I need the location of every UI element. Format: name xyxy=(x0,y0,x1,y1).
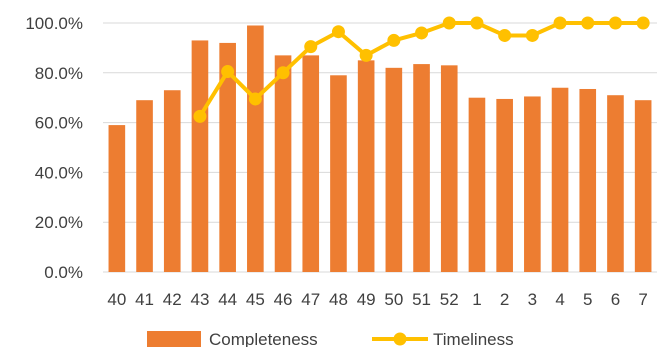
timeliness-point xyxy=(387,33,401,47)
timeliness-point xyxy=(470,16,484,30)
x-tick-label: 44 xyxy=(218,290,237,309)
gridlines xyxy=(103,22,657,273)
x-tick-label: 43 xyxy=(190,290,209,309)
timeliness-point xyxy=(193,109,207,123)
timeliness-point xyxy=(248,92,262,106)
timeliness-point xyxy=(553,16,567,30)
legend-swatch-timeliness-marker xyxy=(393,332,407,346)
x-tick-label: 5 xyxy=(583,290,592,309)
bar-completeness xyxy=(274,55,292,273)
completeness-bars xyxy=(108,25,652,273)
legend-swatch-completeness xyxy=(147,331,201,347)
x-axis-tick-labels: 40 41 42 43 44 45 46 47 48 49 50 51 52 1 2 3 4 5 6 7 xyxy=(107,290,647,309)
bar-completeness xyxy=(524,96,541,272)
x-tick-label: 50 xyxy=(384,290,403,309)
bar-completeness xyxy=(191,40,209,273)
x-tick-label: 46 xyxy=(274,290,293,309)
timeliness-point xyxy=(331,25,345,39)
bar-completeness xyxy=(607,95,624,273)
bar-completeness xyxy=(108,125,126,272)
x-tick-label: 7 xyxy=(638,290,647,309)
x-tick-label: 51 xyxy=(412,290,431,309)
timeliness-point xyxy=(498,28,512,42)
bar-completeness xyxy=(330,75,347,272)
bar-completeness xyxy=(219,42,236,272)
x-tick-label: 40 xyxy=(107,290,126,309)
legend-label-completeness: Completeness xyxy=(209,330,318,347)
timeliness-point xyxy=(525,28,539,42)
y-tick-label: 0.0% xyxy=(44,263,83,282)
x-tick-label: 6 xyxy=(611,290,620,309)
y-axis-tick-labels: 0.0% 20.0% 40.0% 60.0% 80.0% 100.0% xyxy=(25,14,83,282)
bar-completeness xyxy=(136,100,153,272)
y-tick-label: 80.0% xyxy=(35,64,83,83)
bar-completeness xyxy=(163,90,181,272)
bar-completeness xyxy=(247,25,264,272)
bar-completeness xyxy=(385,67,403,272)
timeliness-line xyxy=(193,16,650,123)
bar-completeness xyxy=(302,55,320,273)
timeliness-point xyxy=(304,40,318,54)
legend-label-timeliness: Timeliness xyxy=(433,330,514,347)
x-tick-label: 47 xyxy=(301,290,320,309)
bar-completeness xyxy=(496,98,513,272)
bar-completeness xyxy=(357,60,375,272)
x-tick-label: 49 xyxy=(357,290,376,309)
x-tick-label: 41 xyxy=(135,290,154,309)
timeliness-point xyxy=(581,16,595,30)
timeliness-point xyxy=(636,16,650,30)
x-tick-label: 2 xyxy=(500,290,509,309)
timeliness-point xyxy=(415,26,429,40)
x-tick-label: 45 xyxy=(246,290,265,309)
timeliness-point xyxy=(276,66,290,80)
x-tick-label: 3 xyxy=(528,290,537,309)
x-tick-label: 48 xyxy=(329,290,348,309)
legend: Completeness Timeliness xyxy=(147,330,514,347)
bar-completeness xyxy=(440,65,458,272)
timeliness-point xyxy=(221,65,235,79)
y-tick-label: 60.0% xyxy=(35,114,83,133)
x-tick-label: 1 xyxy=(472,290,481,309)
x-tick-label: 4 xyxy=(555,290,564,309)
x-tick-label: 42 xyxy=(163,290,182,309)
bar-completeness xyxy=(579,88,597,272)
bar-completeness xyxy=(551,87,569,273)
y-tick-label: 40.0% xyxy=(35,163,83,182)
bar-completeness xyxy=(468,97,486,272)
bar-completeness xyxy=(413,64,430,273)
y-tick-label: 100.0% xyxy=(25,14,83,33)
x-tick-label: 52 xyxy=(440,290,459,309)
y-tick-label: 20.0% xyxy=(35,213,83,232)
timeliness-point xyxy=(359,48,373,62)
timeliness-point xyxy=(442,16,456,30)
bar-completeness xyxy=(634,100,652,272)
timeliness-point xyxy=(608,16,622,30)
